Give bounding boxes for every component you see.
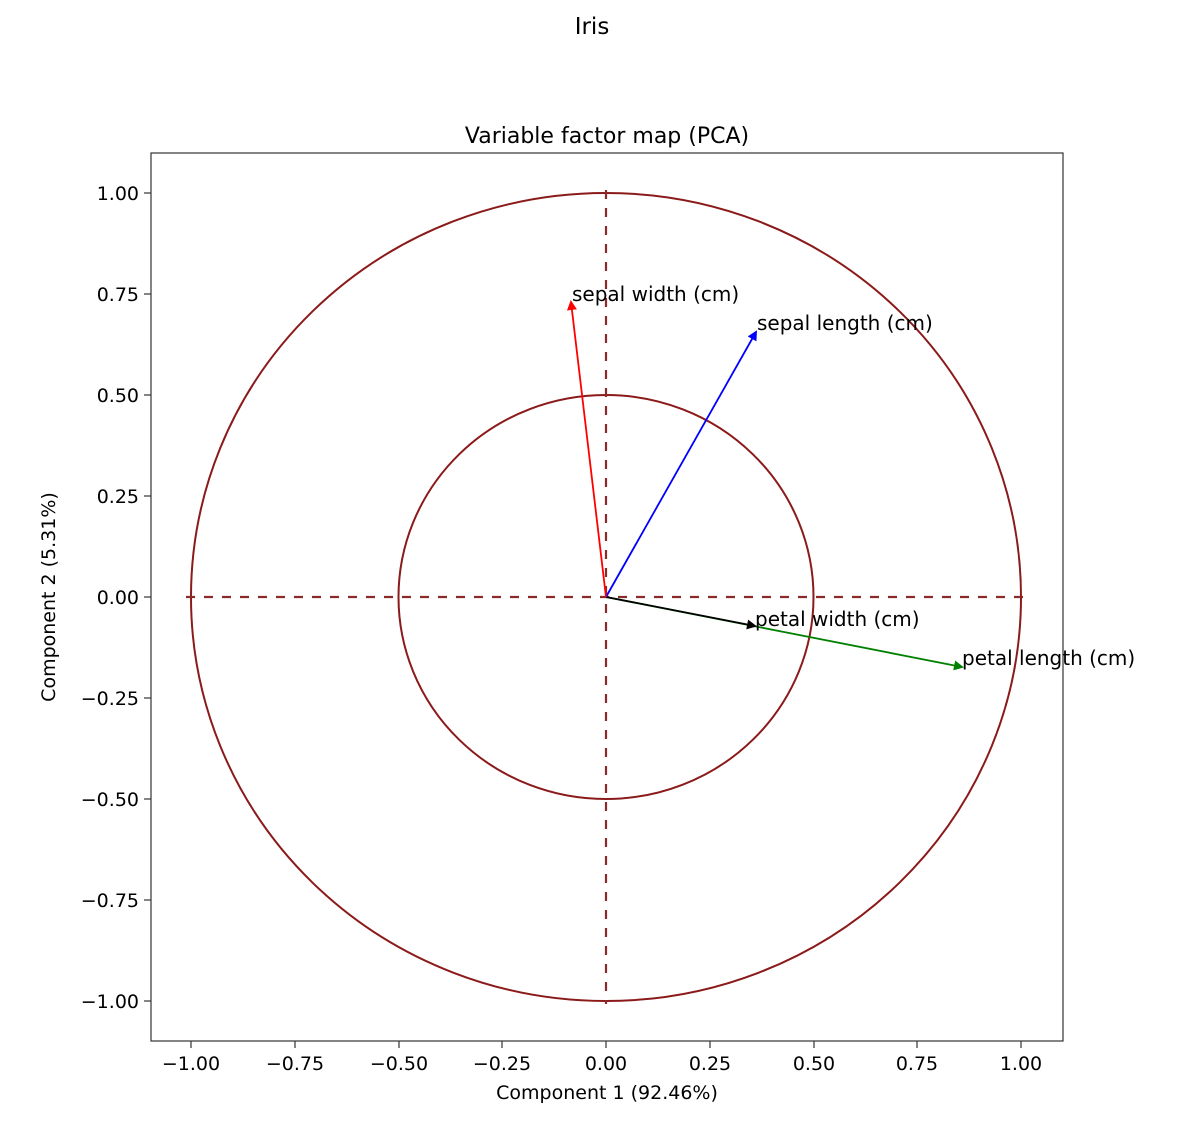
x-tick-label: −0.50 [370,1053,428,1075]
x-axis: −1.00 −0.75 −0.50 −0.25 0.00 0.25 0.50 0… [162,1041,1042,1075]
x-tick-label: 0.50 [793,1053,835,1075]
chart-title: Variable factor map (PCA) [465,124,749,149]
x-axis-label: Component 1 (92.46%) [496,1082,718,1104]
label-petal-length: petal length (cm) [962,646,1135,670]
x-tick-label: −0.75 [266,1053,324,1075]
y-tick-label: 1.00 [97,183,139,205]
y-tick-label: −0.75 [81,890,139,912]
x-tick-label: 0.00 [585,1053,627,1075]
x-tick-label: −1.00 [162,1053,220,1075]
figure-suptitle: Iris [575,14,610,40]
vector-sepal-length [605,330,757,598]
label-sepal-length: sepal length (cm) [757,311,933,335]
label-petal-width: petal width (cm) [755,607,920,631]
x-tick-label: 0.25 [689,1053,731,1075]
y-tick-label: 0.25 [97,486,139,508]
x-tick-label: −0.25 [473,1053,531,1075]
label-sepal-width: sepal width (cm) [572,282,739,306]
x-tick-label: 0.75 [896,1053,938,1075]
y-axis: 1.00 0.75 0.50 0.25 0.00 −0.25 −0.50 −0.… [81,183,151,1013]
vector-petal-width [605,596,757,630]
y-tick-label: −0.25 [81,688,139,710]
y-tick-label: −0.50 [81,789,139,811]
vector-sepal-width [566,300,607,598]
y-tick-label: 0.75 [97,284,139,306]
y-axis-label: Component 2 (5.31%) [38,492,60,702]
y-tick-label: 0.50 [97,385,139,407]
y-tick-label: −1.00 [81,991,139,1013]
y-tick-label: 0.00 [97,587,139,609]
x-tick-label: 1.00 [1000,1053,1042,1075]
